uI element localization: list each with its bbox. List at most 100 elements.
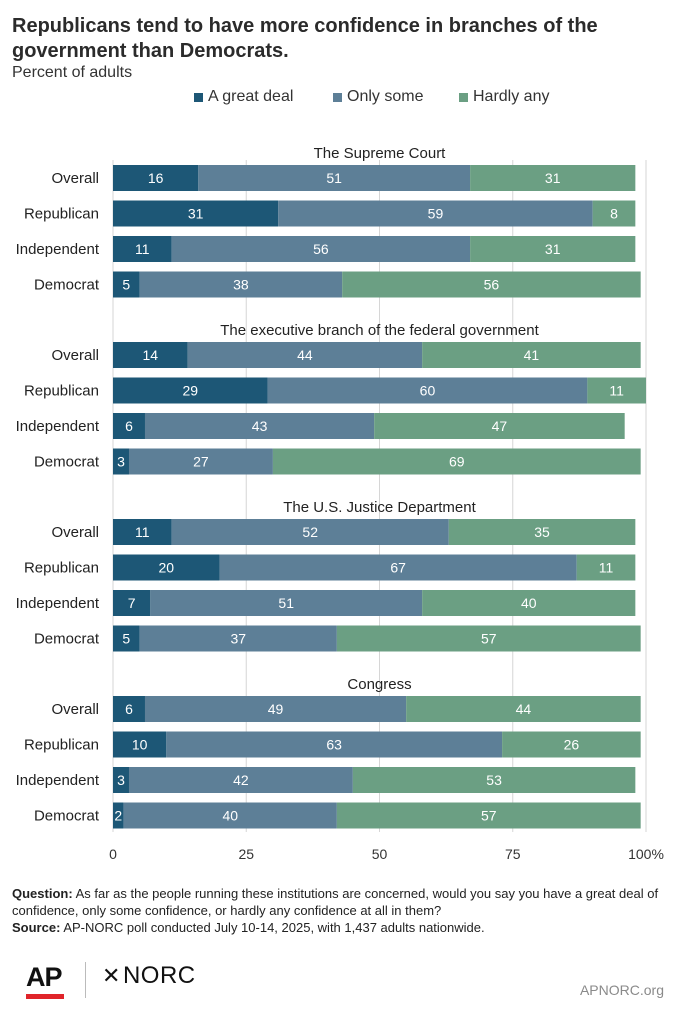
norc-logo-text: NORC: [122, 962, 196, 989]
x-tick-label-100: 100%: [628, 846, 664, 862]
chart-subtitle: Percent of adults: [12, 64, 133, 81]
source-note: Source: AP-NORC poll conducted July 10-1…: [12, 919, 662, 936]
data-label-0-1-2: 8: [610, 206, 618, 222]
source-label: Source:: [12, 920, 61, 935]
legend: A great deal Only some Hardly any: [0, 86, 676, 108]
bar-3-2-1: [128, 767, 353, 793]
bar-0-3-2: [342, 271, 641, 298]
bar-1-3-0: [113, 448, 129, 475]
data-label-1-3-2: 69: [449, 454, 465, 470]
data-label-0-2-2: 31: [545, 241, 561, 257]
chart-title: Republicans tend to have more confidence…: [12, 15, 598, 62]
bar-0-2-0: [113, 236, 172, 262]
norc-star-icon: ✕: [102, 963, 121, 988]
data-label-2-3-2: 57: [481, 631, 497, 647]
row-label-0-0: Overall: [51, 170, 99, 187]
bar-2-1-2: [576, 554, 636, 581]
bar-0-2-1: [171, 236, 471, 262]
data-label-0-1-0: 31: [188, 206, 204, 222]
bar-1-0-2: [422, 342, 641, 368]
bar-3-1-2: [502, 731, 641, 758]
bar-2-0-1: [171, 519, 449, 545]
ap-logo: AP: [26, 962, 63, 992]
x-tick-label-50: 50: [372, 846, 388, 862]
stacked-bar-chart: The Supreme Court Overall 16 51 31 Republican…: [16, 145, 664, 862]
bar-0-3-1: [139, 271, 343, 298]
legend-label-only-some: Only some: [347, 88, 424, 105]
logo-divider: [85, 962, 86, 998]
row-label-0-2: Independent: [16, 241, 100, 258]
bar-2-2-0: [113, 590, 151, 616]
data-label-3-1-0: 10: [132, 737, 148, 753]
legend-label-hardly-any: Hardly any: [473, 88, 550, 105]
question-text: As far as the people running these insti…: [12, 886, 659, 918]
data-label-3-1-2: 26: [564, 737, 580, 753]
data-label-0-2-1: 56: [313, 241, 329, 257]
bar-2-3-2: [336, 625, 641, 652]
row-label-2-2: Independent: [16, 595, 100, 612]
row-label-3-1: Republican: [24, 737, 99, 754]
data-label-0-0-1: 51: [326, 170, 342, 186]
row-label-1-3: Democrat: [34, 454, 100, 471]
legend-swatch-great-deal: [194, 92, 203, 102]
legend-item-hardly-any: Hardly any: [459, 86, 549, 108]
bar-3-3-0: [113, 802, 124, 829]
panel-title-1: The executive branch of the federal gove…: [220, 322, 539, 339]
data-label-1-3-1: 27: [193, 454, 209, 470]
data-label-1-0-1: 44: [297, 347, 313, 363]
x-tick-label-0: 0: [109, 846, 117, 862]
x-tick-label-75: 75: [505, 846, 521, 862]
data-label-3-3-2: 57: [481, 808, 497, 824]
data-label-3-0-1: 49: [268, 701, 284, 717]
bar-1-2-2: [374, 413, 625, 439]
bar-0-3-0: [113, 271, 140, 298]
bar-0-1-1: [278, 200, 593, 227]
bar-0-1-0: [113, 200, 279, 227]
bar-2-2-1: [150, 590, 423, 616]
bar-2-3-0: [113, 625, 140, 652]
data-label-3-1-1: 63: [326, 737, 342, 753]
row-label-1-0: Overall: [51, 347, 99, 364]
data-label-2-2-1: 51: [278, 595, 294, 611]
data-label-2-0-1: 52: [302, 524, 318, 540]
row-label-2-1: Republican: [24, 560, 99, 577]
bar-2-1-0: [113, 554, 220, 581]
bar-3-0-1: [144, 696, 407, 722]
row-label-0-3: Democrat: [34, 277, 100, 294]
data-label-1-2-0: 6: [125, 418, 133, 434]
data-label-1-1-2: 11: [609, 383, 624, 399]
data-label-3-0-0: 6: [125, 701, 133, 717]
legend-swatch-hardly-any: [459, 92, 468, 102]
bar-2-3-1: [139, 625, 337, 652]
bar-2-1-1: [219, 554, 577, 581]
bar-1-1-2: [587, 377, 646, 404]
question-note: Question: As far as the people running t…: [12, 885, 662, 919]
data-label-3-2-1: 42: [233, 772, 249, 788]
row-label-1-1: Republican: [24, 383, 99, 400]
data-label-1-2-1: 43: [252, 418, 268, 434]
bar-1-0-1: [187, 342, 423, 368]
data-label-0-3-0: 5: [122, 277, 130, 293]
bar-3-2-0: [113, 767, 129, 793]
data-label-3-3-1: 40: [222, 808, 238, 824]
data-label-1-0-0: 14: [143, 347, 159, 363]
row-label-2-3: Democrat: [34, 631, 100, 648]
bar-1-2-1: [144, 413, 375, 439]
data-label-3-2-0: 3: [117, 772, 125, 788]
data-label-0-3-2: 56: [484, 277, 500, 293]
bar-0-0-0: [113, 165, 199, 191]
row-label-3-0: Overall: [51, 701, 99, 718]
data-label-1-3-0: 3: [117, 454, 125, 470]
row-label-3-2: Independent: [16, 772, 100, 789]
bar-3-3-1: [123, 802, 337, 829]
bar-0-1-2: [592, 200, 636, 227]
data-label-2-3-1: 37: [230, 631, 246, 647]
data-label-2-2-0: 7: [128, 595, 136, 611]
bar-3-0-2: [406, 696, 641, 722]
data-label-1-1-1: 60: [420, 383, 436, 399]
legend-item-only-some: Only some: [333, 86, 423, 108]
bar-0-0-1: [198, 165, 471, 191]
bar-3-1-1: [166, 731, 503, 758]
bar-1-1-1: [267, 377, 588, 404]
x-tick-label-25: 25: [238, 846, 254, 862]
